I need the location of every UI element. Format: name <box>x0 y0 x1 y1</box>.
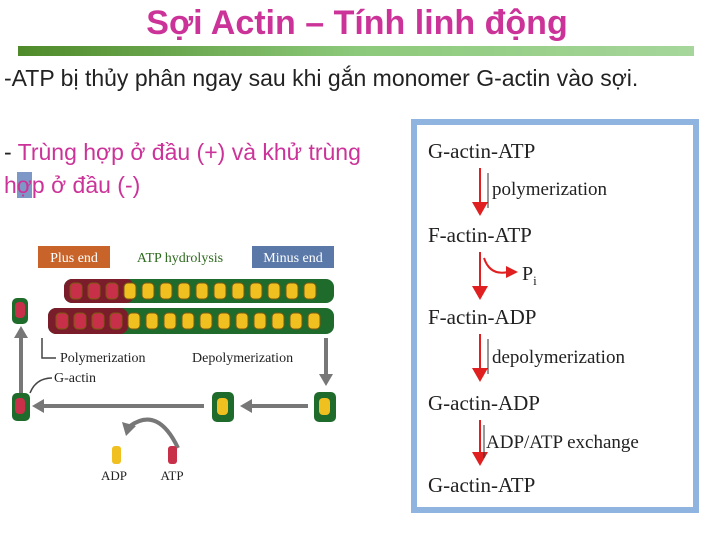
slide-title: Sợi Actin – Tính linh động <box>146 4 568 42</box>
bullet-text-part2: p ở đầu (-) <box>31 172 141 198</box>
step-g-actin-adp: G-actin-ADP <box>428 391 540 415</box>
monomer-g-actin-adp-right <box>314 392 336 422</box>
minus-end-label: Minus end <box>263 251 323 266</box>
polymerization-bracket <box>41 338 56 359</box>
g-actin-pointer <box>29 377 53 394</box>
arrow-head-2 <box>472 286 488 300</box>
step-g-actin-atp-top: G-actin-ATP <box>428 139 535 163</box>
arrow-head-3 <box>472 368 488 382</box>
g-actin-label: G-actin <box>54 371 96 386</box>
adp-label: ADP <box>101 468 127 483</box>
bullet-polymerization: - Trùng hợp ở đầu (+) và khử trùng hợp ở… <box>4 136 404 202</box>
arrow-head-1 <box>472 202 488 216</box>
step-f-actin-adp: F-actin-ADP <box>428 305 537 329</box>
plus-end-label: Plus end <box>50 251 98 266</box>
label-adp-atp-exchange: ADP/ATP exchange <box>486 432 639 453</box>
title-underline-bar <box>18 46 694 56</box>
atp-icon <box>168 446 177 464</box>
pi-letter: P <box>522 263 533 285</box>
label-polymerization: polymerization <box>492 179 608 200</box>
bullet-dash: - <box>4 139 18 165</box>
actin-treadmill-diagram: Plus end ATP hydrolysis Minus end <box>12 246 336 483</box>
depolymerization-label: Depolymerization <box>192 351 293 366</box>
step-g-actin-atp-bottom: G-actin-ATP <box>428 473 535 497</box>
atp-label: ATP <box>160 468 183 483</box>
monomer-incoming <box>12 298 28 324</box>
polymerization-label: Polymerization <box>60 351 146 366</box>
pi-release-arrow-head <box>506 266 518 278</box>
nucleotide-exchange-arrow <box>128 417 180 449</box>
adp-icon <box>112 446 121 464</box>
label-depolymerization: depolymerization <box>492 347 625 368</box>
actin-cycle-panel: G-actin-ATP polymerization F-actin-ATP P… <box>411 119 699 513</box>
atp-hydrolysis-label: ATP hydrolysis <box>137 251 223 266</box>
pi-subscript: i <box>533 273 537 288</box>
bullet-text-part1: Trùng hợp ở đầu (+) và khử trùng h <box>4 139 361 198</box>
label-pi: Pi <box>522 263 537 288</box>
monomer-g-actin-atp-left <box>12 393 30 421</box>
actin-filament <box>48 279 334 334</box>
monomer-g-actin-adp-mid <box>212 392 234 422</box>
cycle-panel-border <box>411 119 699 513</box>
text-cursor-selection[interactable]: ợ <box>16 172 32 198</box>
plus-end-label-box <box>38 246 110 268</box>
bullet-atp-hydrolysis: -ATP bị thủy phân ngay sau khi gắn monom… <box>4 65 639 91</box>
step-f-actin-atp: F-actin-ATP <box>428 223 532 247</box>
minus-end-label-box <box>252 246 334 268</box>
pi-release-arrow <box>483 257 509 274</box>
